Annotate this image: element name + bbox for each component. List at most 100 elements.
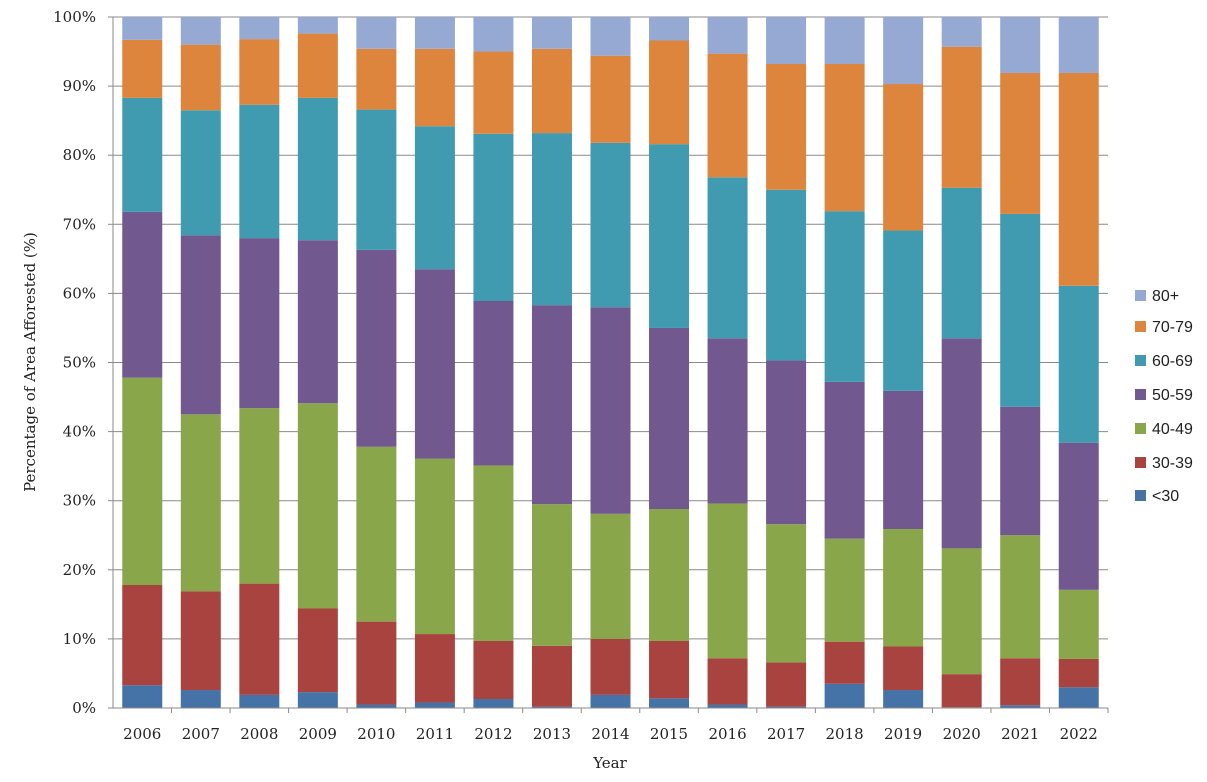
bar-segment-80+-2008 <box>239 17 280 40</box>
bar-segment-60-69-2008 <box>239 104 280 239</box>
bar-segment-<30-2010 <box>356 704 397 708</box>
bar-segment-60-69-2015 <box>649 144 690 328</box>
legend-swatch <box>1135 355 1146 366</box>
bar-segment-50-59-2014 <box>590 307 631 514</box>
bar-segment-60-69-2018 <box>824 211 865 382</box>
bar-segment-80+-2020 <box>941 17 982 47</box>
bar-segment-40-49-2013 <box>531 504 572 646</box>
bar-segment-40-49-2018 <box>824 538 865 642</box>
bar-segment-<30-2009 <box>297 692 338 708</box>
bar-segment-40-49-2014 <box>590 513 631 639</box>
bar-segment-80+-2021 <box>1000 17 1041 73</box>
x-tick-label: 2011 <box>416 725 454 743</box>
x-tick-label: 2022 <box>1060 725 1098 743</box>
bar-segment-50-59-2006 <box>122 211 163 378</box>
legend-swatch <box>1135 423 1146 434</box>
bar-segment-30-39-2007 <box>180 591 221 691</box>
bar-segment-70-79-2016 <box>707 53 748 178</box>
bar-segment-50-59-2008 <box>239 238 280 409</box>
bar-segment-60-69-2021 <box>1000 213 1041 407</box>
bar-segment-<30-2022 <box>1058 687 1099 708</box>
bar-segment-<30-2017 <box>766 706 807 708</box>
bar-segment-30-39-2009 <box>297 608 338 693</box>
bar-segment-70-79-2017 <box>766 63 807 190</box>
x-tick-label: 2012 <box>474 725 512 743</box>
bar-segment-80+-2010 <box>356 17 397 49</box>
x-tick-label: 2021 <box>1001 725 1039 743</box>
bar-segment-70-79-2018 <box>824 63 865 212</box>
bar-segment-<30-2014 <box>590 694 631 708</box>
bar-segment-50-59-2007 <box>180 235 221 415</box>
legend-label: 40-49 <box>1152 421 1193 438</box>
bar-segment-80+-2006 <box>122 17 163 40</box>
bar-segment-80+-2019 <box>883 17 924 85</box>
y-tick-label: 30% <box>63 492 96 510</box>
y-tick-label: 90% <box>63 77 96 95</box>
legend-label: 50-59 <box>1152 387 1193 404</box>
bar-segment-70-79-2010 <box>356 48 397 110</box>
bar-segment-70-79-2012 <box>473 51 514 134</box>
bar-segment-40-49-2020 <box>941 548 982 675</box>
bar-segment-80+-2017 <box>766 17 807 64</box>
bar-segment-50-59-2013 <box>531 305 572 505</box>
bar-segment-70-79-2006 <box>122 39 163 98</box>
bar-segment-60-69-2012 <box>473 133 514 302</box>
bar-segment-80+-2007 <box>180 17 221 45</box>
bar-segment-30-39-2014 <box>590 638 631 695</box>
bar-segment-80+-2009 <box>297 17 338 34</box>
bar-segment-60-69-2016 <box>707 177 748 339</box>
bar-segment-80+-2013 <box>531 17 572 49</box>
bar-segment-30-39-2010 <box>356 621 397 705</box>
x-tick-label: 2015 <box>650 725 688 743</box>
legend-item: 30-39 <box>1135 455 1193 472</box>
bar-segment-30-39-2008 <box>239 583 280 695</box>
legend-swatch <box>1135 457 1146 468</box>
bar-segment-60-69-2020 <box>941 187 982 339</box>
bar-segment-30-39-2012 <box>473 640 514 700</box>
bar-segment-<30-2006 <box>122 685 163 708</box>
bar-segment-40-49-2019 <box>883 529 924 647</box>
x-tick-label: 2007 <box>182 725 220 743</box>
legend-item: 70-79 <box>1135 319 1193 336</box>
x-tick-label: 2013 <box>533 725 571 743</box>
bar-segment-<30-2021 <box>1000 705 1041 708</box>
bar-segment-60-69-2022 <box>1058 285 1099 443</box>
bar-segment-80+-2011 <box>414 17 455 49</box>
bar-segment-50-59-2016 <box>707 338 748 504</box>
bar-segment-70-79-2020 <box>941 46 982 188</box>
bar-segment-60-69-2014 <box>590 142 631 308</box>
legend-label: 70-79 <box>1152 319 1193 336</box>
x-tick-label: 2008 <box>240 725 278 743</box>
bar-segment-<30-2011 <box>414 702 455 708</box>
legend-label: 80+ <box>1152 288 1179 305</box>
bar-segment-50-59-2010 <box>356 249 397 447</box>
bar-segment-60-69-2019 <box>883 230 924 391</box>
bar-segment-50-59-2011 <box>414 269 455 459</box>
legend-swatch <box>1135 290 1146 301</box>
bar-segment-30-39-2018 <box>824 641 865 684</box>
bar-segment-30-39-2015 <box>649 640 690 699</box>
y-tick-label: 0% <box>72 699 96 717</box>
bar-segment-40-49-2016 <box>707 503 748 659</box>
bar-segment-40-49-2006 <box>122 377 163 586</box>
bar-segment-30-39-2016 <box>707 658 748 705</box>
legend-label: 60-69 <box>1152 353 1193 370</box>
bar-segment-40-49-2007 <box>180 414 221 592</box>
bar-segment-80+-2014 <box>590 17 631 56</box>
x-axis-label: Year <box>592 754 627 772</box>
bar-segment-40-49-2012 <box>473 465 514 641</box>
legend-swatch <box>1135 389 1146 400</box>
bar-segment-30-39-2022 <box>1058 658 1099 688</box>
bar-segment-50-59-2012 <box>473 301 514 466</box>
bar-segment-<30-2012 <box>473 699 514 708</box>
x-tick-label: 2014 <box>591 725 629 743</box>
bar-segment-50-59-2019 <box>883 390 924 530</box>
x-tick-label: 2009 <box>299 725 337 743</box>
legend-item: <30 <box>1135 488 1179 505</box>
bar-segment-40-49-2015 <box>649 508 690 641</box>
bar-segment-50-59-2017 <box>766 360 807 525</box>
x-tick-label: 2017 <box>767 725 805 743</box>
bar-segment-40-49-2010 <box>356 446 397 622</box>
bar-segment-80+-2018 <box>824 17 865 64</box>
bar-segment-80+-2016 <box>707 17 748 54</box>
